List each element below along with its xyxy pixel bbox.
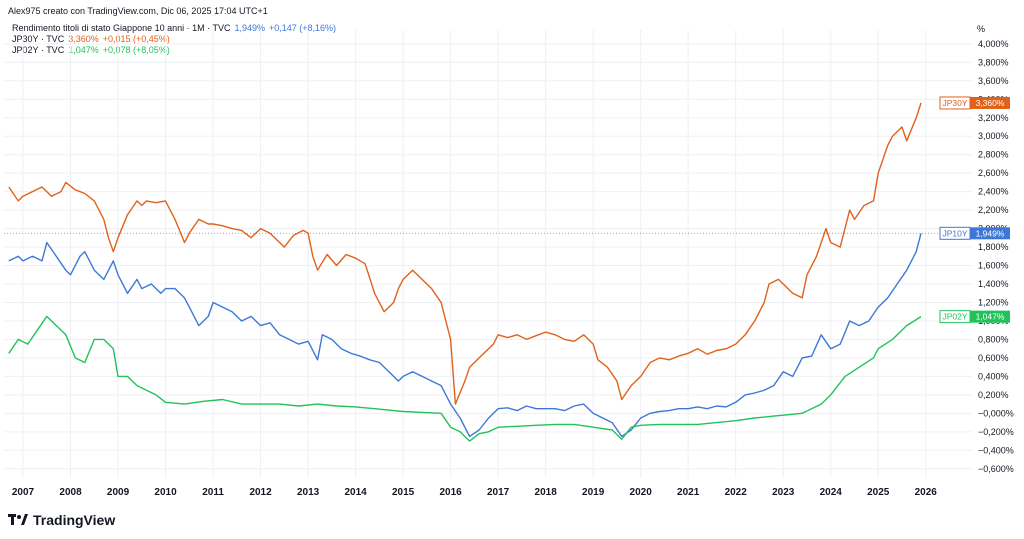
x-tick-label: 2020	[630, 487, 653, 498]
tradingview-logo-icon	[8, 514, 28, 525]
y-tick-label: 1,600%	[978, 261, 1009, 271]
price-tag-value-box	[970, 310, 1010, 323]
x-tick-label: 2026	[915, 487, 938, 498]
chart-legend: Rendimento titoli di stato Giappone 10 a…	[12, 23, 336, 56]
legend-label: JP30Y · TVC	[12, 34, 65, 44]
y-tick-label: 0,200%	[978, 390, 1009, 400]
y-tick-label: −0,200%	[978, 427, 1014, 437]
y-tick-label: 3,600%	[978, 76, 1009, 86]
y-tick-label: 2,800%	[978, 150, 1009, 160]
y-tick-label: −0,000%	[978, 408, 1014, 418]
x-tick-label: 2014	[344, 487, 367, 498]
x-tick-label: 2012	[249, 487, 272, 498]
y-tick-label: −0,600%	[978, 464, 1014, 474]
legend-change: +0,015 (+0,45%)	[102, 34, 170, 44]
y-tick-label: 2,200%	[978, 205, 1009, 215]
x-tick-label: 2023	[772, 487, 795, 498]
x-tick-label: 2013	[297, 487, 320, 498]
price-tag-name: JP02Y	[942, 312, 967, 322]
x-tick-label: 2017	[487, 487, 510, 498]
y-tick-label: 1,400%	[978, 279, 1009, 289]
x-tick-label: 2024	[820, 487, 843, 498]
legend-value: 1,047%	[68, 45, 99, 55]
legend-label: JP02Y · TVC	[12, 45, 65, 55]
x-tick-label: 2010	[154, 487, 177, 498]
price-tag-value: 1,949%	[976, 228, 1005, 238]
legend-label: Rendimento titoli di stato Giappone 10 a…	[12, 23, 231, 33]
tradingview-brand: TradingView	[8, 512, 115, 528]
y-tick-label: 2,400%	[978, 187, 1009, 197]
y-tick-label: 1,200%	[978, 297, 1009, 307]
x-tick-label: 2016	[439, 487, 462, 498]
x-tick-label: 2018	[535, 487, 558, 498]
y-tick-label: 3,200%	[978, 113, 1009, 123]
price-tag-value: 1,047%	[976, 312, 1005, 322]
y-tick-label: 4,000%	[978, 39, 1009, 49]
legend-change: +0,147 (+8,16%)	[268, 23, 337, 33]
price-tag-jp02y: JP02Y 1,047%	[939, 310, 1010, 324]
y-tick-label: 0,400%	[978, 371, 1009, 381]
price-tag-value-box	[970, 96, 1010, 109]
legend-change: +0,078 (+8,05%)	[102, 45, 170, 55]
y-tick-label: 2,600%	[978, 168, 1009, 178]
price-tag-name: JP10Y	[942, 228, 967, 238]
x-tick-label: 2007	[12, 487, 35, 498]
x-tick-label: 2025	[867, 487, 890, 498]
y-tick-label: 1,800%	[978, 242, 1009, 252]
x-tick-label: 2019	[582, 487, 605, 498]
x-tick-label: 2022	[725, 487, 748, 498]
legend-row-jp30y[interactable]: JP30Y · TVC 3,360% +0,015 (+0,45%)	[12, 34, 336, 45]
price-tag-jp10y: JP10Y 1,949%	[939, 226, 1010, 240]
series-line-jp10y[interactable]	[8, 233, 922, 438]
brand-name: TradingView	[33, 512, 116, 528]
x-tick-label: 2011	[202, 487, 224, 498]
y-tick-label: 3,000%	[978, 131, 1009, 141]
y-axis-unit: %	[977, 24, 986, 34]
x-tick-label: 2009	[107, 487, 130, 498]
y-tick-label: −0,400%	[978, 445, 1014, 455]
series-line-jp02y[interactable]	[8, 315, 922, 442]
price-tag-value-box	[970, 227, 1010, 240]
y-tick-label: 3,800%	[978, 57, 1009, 67]
legend-row-jp02y[interactable]: JP02Y · TVC 1,047% +0,078 (+8,05%)	[12, 45, 336, 56]
price-tag-jp30y: JP30Y 3,360%	[939, 96, 1010, 110]
price-tag-value: 3,360%	[976, 98, 1005, 108]
price-tag-name: JP30Y	[942, 98, 967, 108]
legend-value: 3,360%	[68, 34, 99, 44]
y-tick-label: 0,600%	[978, 353, 1009, 363]
x-tick-label: 2021	[677, 487, 700, 498]
x-tick-label: 2008	[59, 487, 82, 498]
series-line-jp30y[interactable]	[8, 102, 922, 405]
x-tick-label: 2015	[392, 487, 415, 498]
legend-row-jp10y[interactable]: Rendimento titoli di stato Giappone 10 a…	[12, 23, 336, 34]
y-tick-label: 0,800%	[978, 334, 1009, 344]
legend-value: 1,949%	[234, 23, 265, 33]
chart-credit: Alex975 creato con TradingView.com, Dic …	[8, 6, 268, 16]
